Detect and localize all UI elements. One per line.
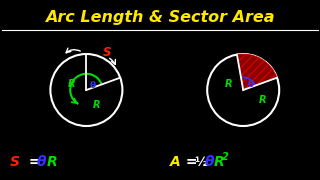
Text: =: = (24, 155, 45, 169)
Text: R: R (93, 100, 100, 110)
Text: θ: θ (248, 80, 254, 89)
Text: θ: θ (204, 155, 214, 169)
Text: ½: ½ (195, 156, 208, 168)
Text: θ: θ (90, 81, 96, 90)
Text: A: A (170, 155, 180, 169)
Text: =: = (181, 155, 202, 169)
Text: 2: 2 (222, 152, 229, 162)
Text: θ: θ (37, 155, 46, 169)
Text: R: R (224, 78, 232, 89)
Text: R: R (46, 155, 57, 169)
Text: R: R (214, 155, 224, 169)
Wedge shape (237, 54, 277, 90)
Text: Arc Length & Sector Area: Arc Length & Sector Area (45, 10, 275, 25)
Text: R: R (68, 78, 75, 89)
Text: S: S (10, 155, 20, 169)
Text: R: R (259, 95, 267, 105)
Text: S: S (103, 46, 112, 59)
